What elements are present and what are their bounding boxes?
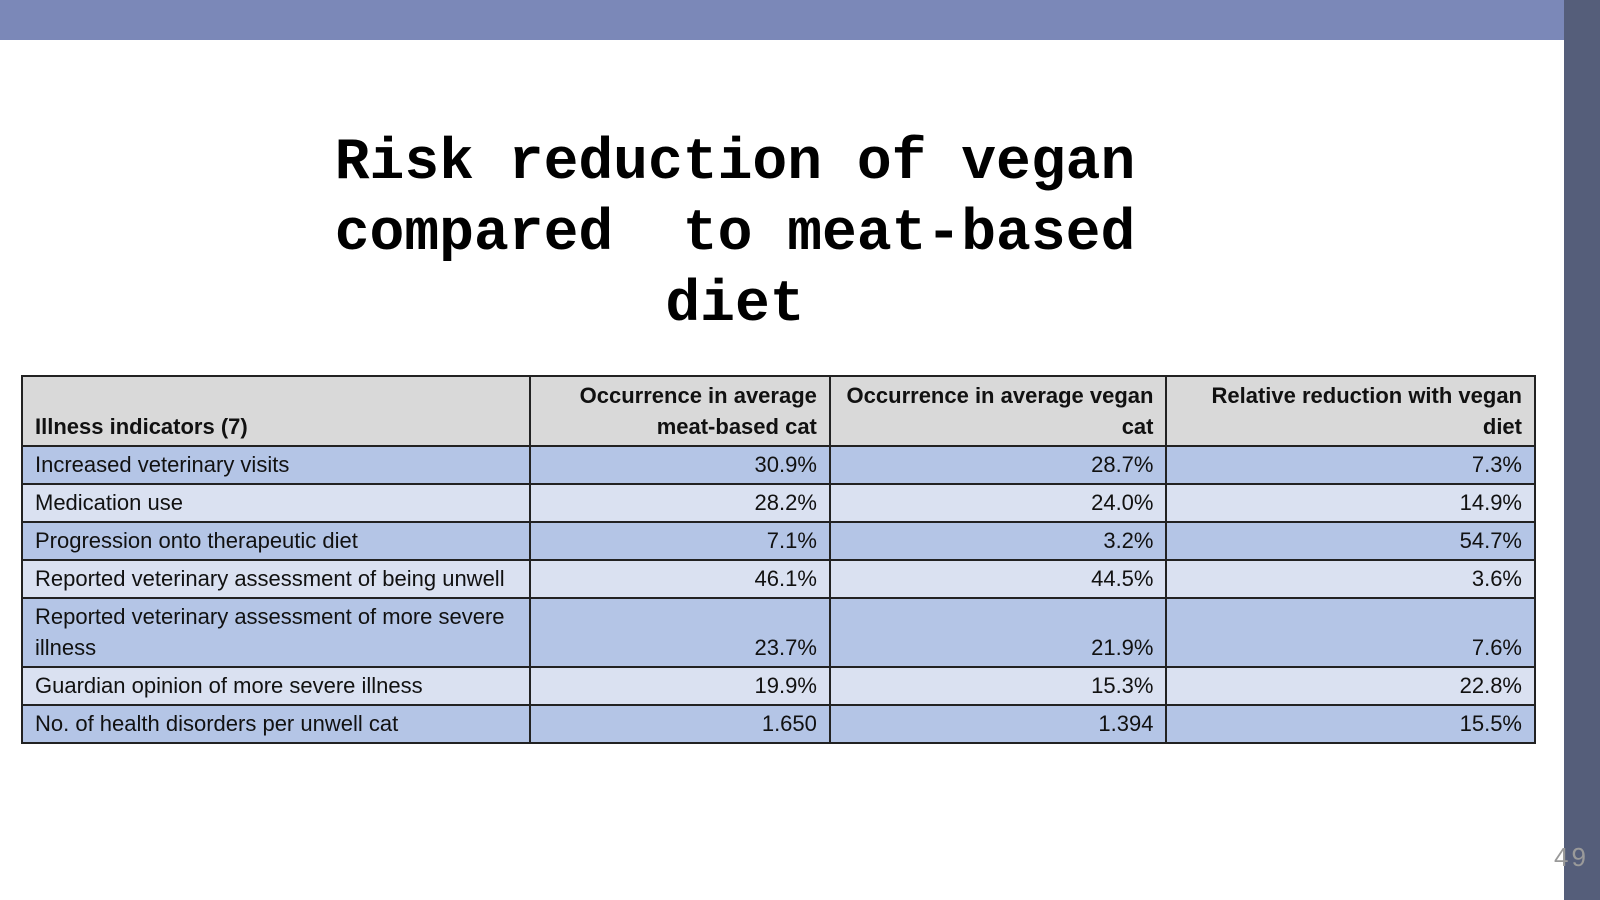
table-row: Guardian opinion of more severe illness 1… bbox=[20, 666, 1536, 706]
table-row: No. of health disorders per unwell cat 1.… bbox=[20, 704, 1536, 744]
vegan-cell: 15.3% bbox=[828, 666, 1168, 706]
header-vegan: Occurrence in average vegan cat bbox=[828, 375, 1168, 447]
indicator-cell: Reported veterinary assessment of more s… bbox=[20, 597, 532, 668]
table-row: Increased veterinary visits 30.9% 28.7% 7.3… bbox=[20, 445, 1536, 485]
indicator-cell: Guardian opinion of more severe illness bbox=[20, 666, 532, 706]
table-row: Progression onto therapeutic diet 7.1% 3.2… bbox=[20, 521, 1536, 561]
reduction-cell: 54.7% bbox=[1165, 521, 1536, 561]
table-header-row: Illness indicators (7) Occurrence in ave… bbox=[20, 375, 1536, 447]
indicator-cell: Medication use bbox=[20, 483, 532, 523]
meat-based-cell: 30.9% bbox=[529, 445, 831, 485]
vegan-cell: 3.2% bbox=[828, 521, 1168, 561]
table-row: Reported veterinary assessment of more s… bbox=[20, 597, 1536, 668]
meat-based-cell: 19.9% bbox=[529, 666, 831, 706]
meat-based-cell: 28.2% bbox=[529, 483, 831, 523]
meat-based-cell: 46.1% bbox=[529, 559, 831, 599]
table-row: Reported veterinary assessment of being … bbox=[20, 559, 1536, 599]
vegan-cell: 21.9% bbox=[828, 597, 1168, 668]
vegan-cell: 1.394 bbox=[828, 704, 1168, 744]
table-row: Medication use 28.2% 24.0% 14.9% bbox=[20, 483, 1536, 523]
reduction-cell: 15.5% bbox=[1165, 704, 1536, 744]
meat-based-cell: 1.650 bbox=[529, 704, 831, 744]
indicator-cell: No. of health disorders per unwell cat bbox=[20, 704, 532, 744]
reduction-cell: 7.6% bbox=[1165, 597, 1536, 668]
page-number: 49 bbox=[1554, 842, 1589, 872]
reduction-cell: 3.6% bbox=[1165, 559, 1536, 599]
indicator-cell: Reported veterinary assessment of being … bbox=[20, 559, 532, 599]
risk-reduction-table: Illness indicators (7) Occurrence in ave… bbox=[20, 375, 1536, 744]
header-meat-based: Occurrence in average meat-based cat bbox=[529, 375, 831, 447]
indicator-cell: Progression onto therapeutic diet bbox=[20, 521, 532, 561]
header-relative-reduction: Relative reduction with vegan diet bbox=[1165, 375, 1536, 447]
right-accent-bar bbox=[1564, 0, 1600, 900]
vegan-cell: 28.7% bbox=[828, 445, 1168, 485]
indicator-cell: Increased veterinary visits bbox=[20, 445, 532, 485]
reduction-cell: 14.9% bbox=[1165, 483, 1536, 523]
vegan-cell: 44.5% bbox=[828, 559, 1168, 599]
header-illness-indicators: Illness indicators (7) bbox=[20, 375, 532, 447]
reduction-cell: 22.8% bbox=[1165, 666, 1536, 706]
meat-based-cell: 7.1% bbox=[529, 521, 831, 561]
vegan-cell: 24.0% bbox=[828, 483, 1168, 523]
meat-based-cell: 23.7% bbox=[529, 597, 831, 668]
top-accent-bar bbox=[0, 0, 1564, 40]
slide-title: Risk reduction of vegan compared to meat… bbox=[334, 131, 1136, 338]
reduction-cell: 7.3% bbox=[1165, 445, 1536, 485]
